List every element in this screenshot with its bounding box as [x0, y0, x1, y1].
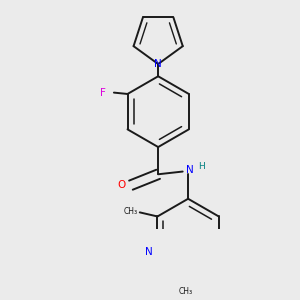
Text: N: N — [146, 247, 153, 257]
Text: N: N — [186, 165, 193, 175]
Text: O: O — [117, 180, 125, 190]
Text: CH₃: CH₃ — [178, 287, 192, 296]
Text: H: H — [198, 162, 205, 171]
Text: N: N — [154, 59, 162, 69]
Text: F: F — [100, 88, 106, 98]
Text: CH₃: CH₃ — [123, 206, 137, 215]
